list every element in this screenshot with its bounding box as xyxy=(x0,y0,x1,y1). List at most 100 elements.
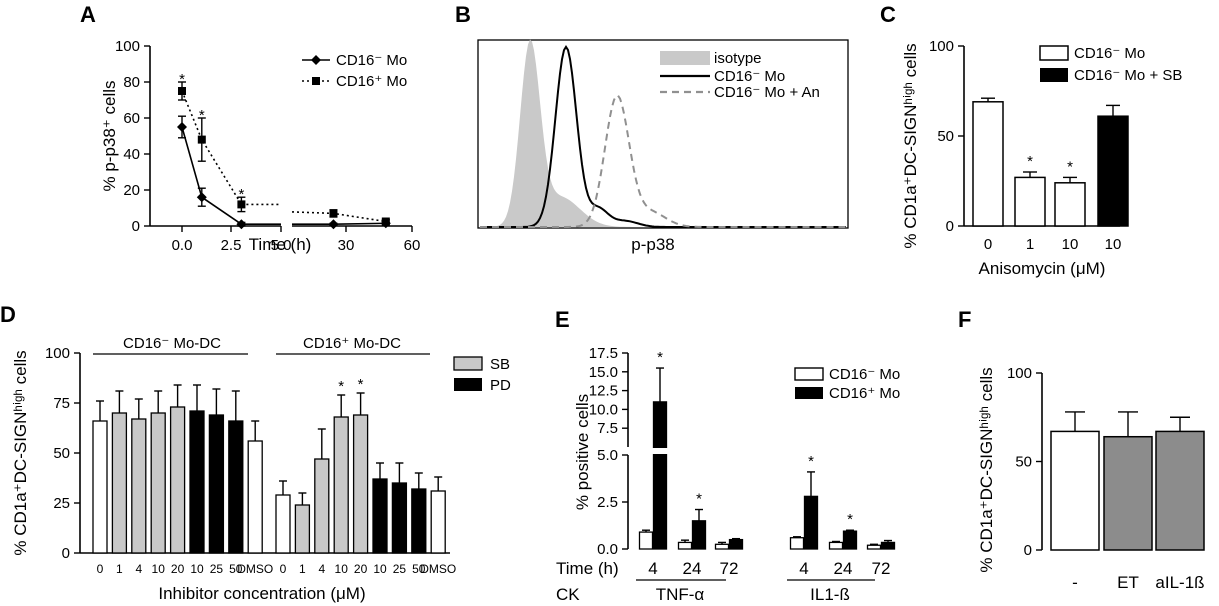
panel-d-x-tick-label: 50 xyxy=(412,562,426,576)
panel-c-significance-star: * xyxy=(1067,158,1073,175)
panel-e-time-label: 72 xyxy=(720,559,739,578)
panel-d-bar xyxy=(352,414,369,554)
panel-d-x-tick-label: 10 xyxy=(373,562,387,576)
panel-d-x-tick-label: 25 xyxy=(210,562,224,576)
panel-d-x-tick-label: 50 xyxy=(229,562,243,576)
panel-c-legend-cd16neg-sb: CD16⁻ Mo + SB xyxy=(1074,67,1182,84)
panel-e-bars: * * * * xyxy=(638,349,896,550)
panel-d-bar xyxy=(411,488,427,554)
panel-a-y-tick-label: 100 xyxy=(115,38,140,55)
panel-a-point xyxy=(237,200,246,209)
panel-d-group-cd16pos: CD16⁺ Mo-DC xyxy=(303,335,401,352)
panel-d-x-tick-label: DMSO xyxy=(420,562,456,576)
panel-a-point xyxy=(178,87,186,95)
panel-e-bar xyxy=(803,495,819,550)
panel-e-bar xyxy=(880,541,896,550)
panel-d-x-tick-label: 4 xyxy=(135,562,142,576)
panel-f-bar xyxy=(1050,430,1100,551)
panel-e-legend-cd16neg: CD16⁻ Mo xyxy=(829,366,900,383)
panel-a-x-tick-label: 5.0 xyxy=(271,237,292,254)
panel-f-y-ticks: 0 50 100 xyxy=(1007,365,1042,559)
panel-d-x-tick-label: 0 xyxy=(97,562,104,576)
panel-d-bar xyxy=(92,420,108,554)
panel-a-series-line xyxy=(291,211,386,223)
panel-e-ck-row-label: CK xyxy=(556,585,580,604)
panel-e-y-tick-label: 12.5 xyxy=(589,383,618,400)
panel-a-legend-cd16neg: CD16⁻ Mo xyxy=(336,52,407,69)
panel-e-y-tick-label: 5.0 xyxy=(597,447,618,464)
panel-f-y-label: % CD1a⁺DC-SIGNʰⁱᵍʰ cells xyxy=(977,367,996,572)
panel-c-x-label: Anisomycin (μM) xyxy=(979,259,1106,278)
panel-e-significance-star: * xyxy=(657,349,663,366)
panel-a-x-tick-label: 60 xyxy=(404,237,421,254)
panel-d-bar xyxy=(430,490,446,554)
panel-d-bar xyxy=(314,458,330,554)
panel-a-legend-cd16pos: CD16⁺ Mo xyxy=(336,73,407,90)
panel-d-bar xyxy=(391,482,408,554)
panel-e-bar xyxy=(691,520,707,550)
panel-e-legend-cd16pos: CD16⁺ Mo xyxy=(829,385,900,402)
panel-f-y-tick-label: 0 xyxy=(1024,542,1032,559)
panel-d-bar xyxy=(333,416,349,554)
panel-d-x-tick-label: 1 xyxy=(116,562,123,576)
panel-c-y-label: % CD1a⁺DC-SIGNʰⁱᵍʰ cells xyxy=(901,43,920,248)
panel-b-cd16neg-an-histogram xyxy=(480,94,846,228)
panel-e-time-label: 4 xyxy=(648,559,657,578)
panel-b-legend: isotype CD16⁻ Mo CD16⁻ Mo + An xyxy=(660,50,820,101)
panel-e-time-label: 4 xyxy=(799,559,808,578)
panel-d-y-tick-label: 0 xyxy=(62,545,70,562)
panel-d-x-tick-label: 0 xyxy=(280,562,287,576)
panel-d-bar xyxy=(294,504,311,554)
panel-d-y-tick-label: 50 xyxy=(53,445,70,462)
panel-d-bar xyxy=(372,478,388,554)
panel-d-significance-star: * xyxy=(358,376,364,393)
panel-d-y-ticks: 0 25 50 75 100 xyxy=(45,345,80,562)
panel-e-y-tick-label: 2.5 xyxy=(597,494,618,511)
panel-c-y-tick-label: 50 xyxy=(937,128,954,145)
panel-a-legend: CD16⁻ Mo CD16⁺ Mo xyxy=(302,52,407,90)
panel-a-point xyxy=(197,135,206,144)
panel-e-y-tick-label: 17.5 xyxy=(589,345,618,362)
panel-e-time-row-label: Time (h) xyxy=(556,559,619,578)
panel-d-x-tick-label: 10 xyxy=(190,562,204,576)
panel-e-bar xyxy=(866,544,882,550)
panel-a-y-tick-label: 0 xyxy=(132,218,140,235)
panel-e-bar xyxy=(842,530,858,550)
panel-e-significance-star: * xyxy=(847,511,853,528)
panel-e-axis-break-gap xyxy=(650,448,672,454)
panel-d-bar xyxy=(189,410,205,554)
panel-label-b: B xyxy=(455,2,471,27)
panel-f-chart: 0 50 100 - ET aIL-1ß % CD1a⁺DC-SIGNʰⁱᵍʰ cell… xyxy=(977,365,1205,592)
panel-c-legend-cd16neg: CD16⁻ Mo xyxy=(1074,45,1145,62)
panel-a-x-ticks: 0.0 2.5 5.0 30 60 xyxy=(172,226,421,254)
panel-f-bar xyxy=(1103,435,1153,551)
panel-a-series-line xyxy=(181,126,242,225)
panel-label-d: D xyxy=(0,302,16,327)
panel-f-bars xyxy=(1050,411,1205,551)
panel-c-significance-star: * xyxy=(1027,153,1033,170)
panel-f-x-tick-label: ET xyxy=(1117,573,1139,592)
panel-e-bar xyxy=(789,537,805,550)
panel-d-bars: * * xyxy=(92,376,446,554)
panel-a-point xyxy=(328,219,339,230)
panel-c-x-tick-label: 10 xyxy=(1062,236,1079,253)
panel-d-x-tick-label: 1 xyxy=(299,562,306,576)
panel-f-x-tick-label: aIL-1ß xyxy=(1155,573,1204,592)
panel-e-bar xyxy=(714,543,730,550)
panel-d-bar xyxy=(169,406,186,554)
panel-c-bars: * * xyxy=(972,97,1129,227)
panel-d-legend-sb: SB xyxy=(490,356,510,373)
panel-c-x-ticks: 0 1 10 10 xyxy=(984,236,1122,253)
panel-b-legend-cd16neg: CD16⁻ Mo xyxy=(714,68,785,85)
panel-a-series-line xyxy=(292,222,386,225)
panel-c-y-tick-label: 100 xyxy=(929,38,954,55)
panel-e-bar xyxy=(638,531,654,550)
panel-d-legend-pd: PD xyxy=(490,377,511,394)
panel-e-cytokine-il1b: IL1-ß xyxy=(810,585,850,604)
panel-d-bar xyxy=(275,494,291,554)
panel-a-series-line xyxy=(181,90,243,205)
panel-e-bar xyxy=(728,538,744,550)
panel-a-x-label: Time (h) xyxy=(249,235,312,254)
panel-a-x-tick-label: 30 xyxy=(338,237,355,254)
